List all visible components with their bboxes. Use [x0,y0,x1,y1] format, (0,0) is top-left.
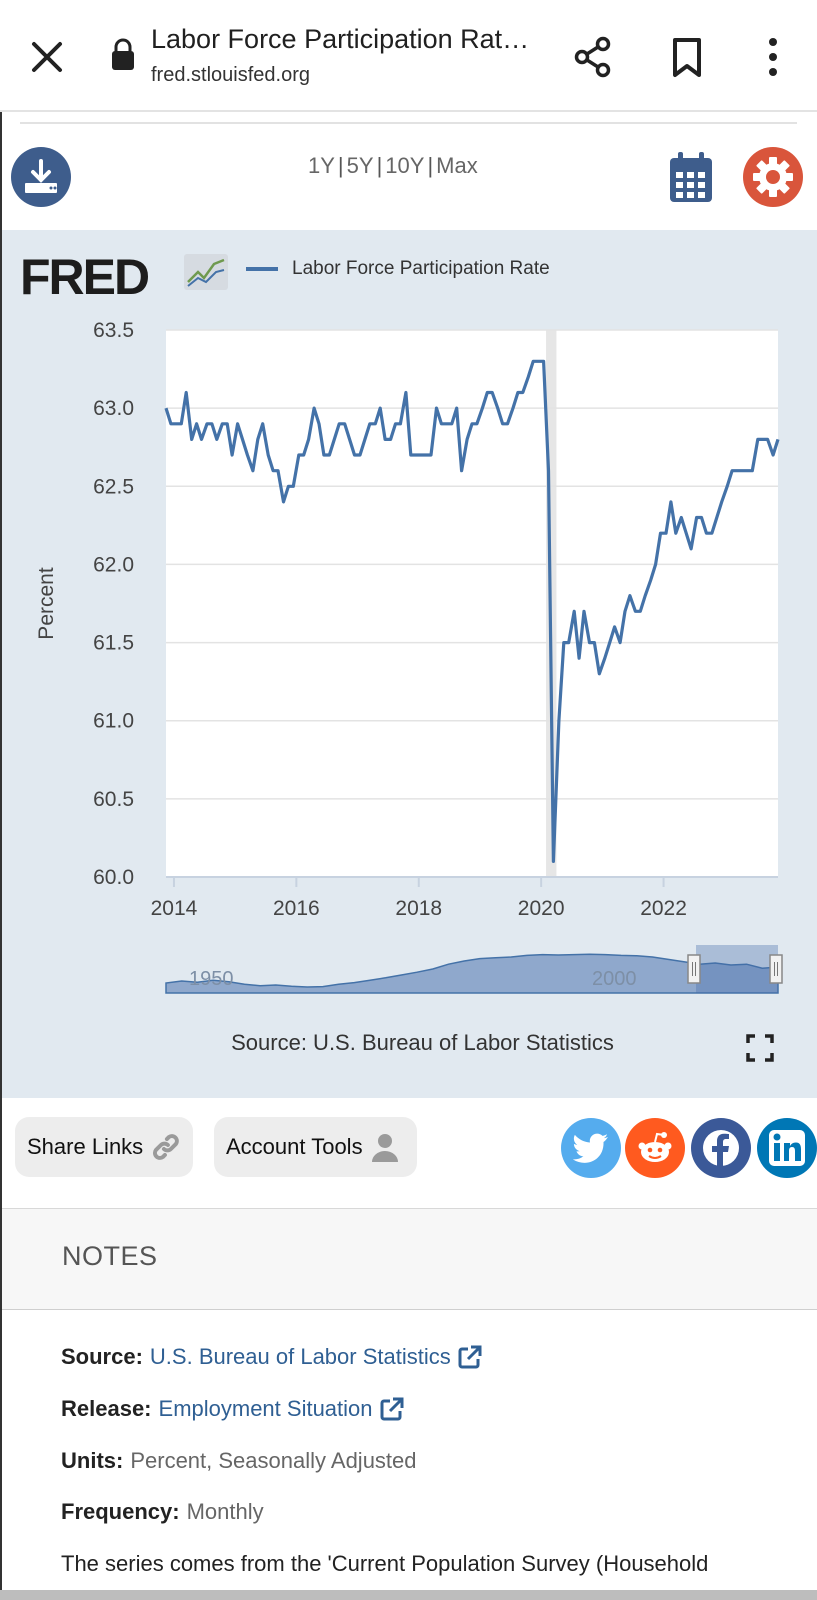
account-tools-button[interactable]: Account Tools [214,1117,417,1177]
navigator-selection [696,945,778,993]
note-frequency: Frequency: Monthly [61,1499,264,1525]
reddit-share-button[interactable] [625,1118,685,1178]
navigator-tick-label: 2000 [592,968,637,990]
facebook-icon [703,1130,739,1166]
linkedin-share-button[interactable] [757,1118,817,1178]
divider [20,122,797,124]
page-content-frame [0,112,817,1600]
twitter-share-button[interactable] [561,1118,621,1178]
note-units-label: Units: [61,1448,124,1473]
y-tick-label: 60.5 [93,788,134,811]
note-release-label: Release: [61,1396,152,1421]
gear-icon[interactable] [742,146,804,208]
share-links-button[interactable]: Share Links [15,1117,193,1177]
y-tick-label: 62.0 [93,553,134,576]
note-frequency-label: Frequency: [61,1499,180,1524]
browser-toolbar: Labor Force Participation Rat… fred.stlo… [0,0,817,112]
x-tick-label: 2022 [640,897,687,920]
range-1y[interactable]: 1Y [308,153,335,178]
range-separator: | [427,153,434,178]
close-icon[interactable] [24,34,70,80]
note-frequency-value: Monthly [186,1499,264,1524]
twitter-icon [573,1133,608,1163]
download-icon [25,159,57,193]
range-5y[interactable]: 5Y [346,153,374,178]
share-icon[interactable] [570,34,616,80]
note-release: Release: Employment Situation [61,1396,405,1422]
y-tick-label: 62.5 [93,475,134,498]
source-caption-text: Source: U.S. Bureau of Labor Statistics [231,1030,614,1055]
notes-title: NOTES [62,1241,158,1271]
external-link-icon[interactable] [457,1344,483,1370]
page-url[interactable]: fred.stlouisfed.org [151,64,310,86]
bottom-scroll-bar [0,1590,817,1600]
y-tick-label: 60.0 [93,866,134,889]
chart-legend: Labor Force Participation Rate [246,258,550,280]
fullscreen-icon[interactable] [746,1034,774,1062]
more-vert-icon[interactable] [758,34,788,80]
x-tick-label: 2018 [395,897,442,920]
bookmark-icon[interactable] [664,34,710,80]
page-title[interactable]: Labor Force Participation Rat… [151,24,530,54]
note-description: The series comes from the 'Current Popul… [61,1551,709,1576]
linkedin-icon [769,1130,805,1166]
note-source: Source: U.S. Bureau of Labor Statistics [61,1344,483,1370]
note-units: Units: Percent, Seasonally Adjusted [61,1448,417,1474]
facebook-share-button[interactable] [691,1118,751,1178]
y-tick-label: 63.5 [93,319,134,342]
fred-chart-logo-icon [184,254,228,290]
link-icon [153,1134,179,1160]
navigator-tick-label: 1950 [189,968,234,990]
fred-logo[interactable]: FRED [20,249,150,305]
y-axis-label: Percent [35,567,58,640]
x-tick-label: 2014 [151,897,198,920]
account-tools-label: Account Tools [226,1134,363,1159]
user-icon [371,1134,398,1162]
note-source-link[interactable]: U.S. Bureau of Labor Statistics [149,1344,451,1369]
line-chart[interactable]: 63.5 63.0 62.5 62.0 61.5 61.0 60.5 60.0 2014 2016… [0,310,817,1000]
note-source-label: Source: [61,1344,143,1369]
external-link-icon[interactable] [379,1396,405,1422]
navigator-handle[interactable] [687,954,701,984]
legend-line-swatch [246,267,278,271]
x-tick-label: 2016 [273,897,320,920]
chart-source-caption: Source: U.S. Bureau of Labor Statistics [0,1030,817,1056]
y-tick-label: 61.0 [93,710,134,733]
reddit-icon [638,1132,672,1162]
lock-icon [112,38,134,70]
notes-header [2,1208,817,1310]
plot-area [166,330,778,877]
range-10y[interactable]: 10Y [385,153,425,178]
legend-label: Labor Force Participation Rate [292,258,550,279]
navigator-handle[interactable] [769,954,783,984]
note-units-value: Percent, Seasonally Adjusted [130,1448,417,1473]
note-release-link[interactable]: Employment Situation [158,1396,373,1421]
x-tick-label: 2020 [518,897,565,920]
series-line [164,359,780,864]
calendar-icon[interactable] [668,152,714,204]
y-tick-label: 63.0 [93,397,134,420]
download-button[interactable] [11,147,71,207]
range-separator: | [376,153,383,178]
range-separator: | [337,153,344,178]
y-tick-label: 61.5 [93,632,134,655]
range-max[interactable]: Max [436,153,478,178]
date-range-selector: 1Y | 5Y | 10Y | Max [308,153,478,179]
share-links-label: Share Links [27,1134,144,1159]
